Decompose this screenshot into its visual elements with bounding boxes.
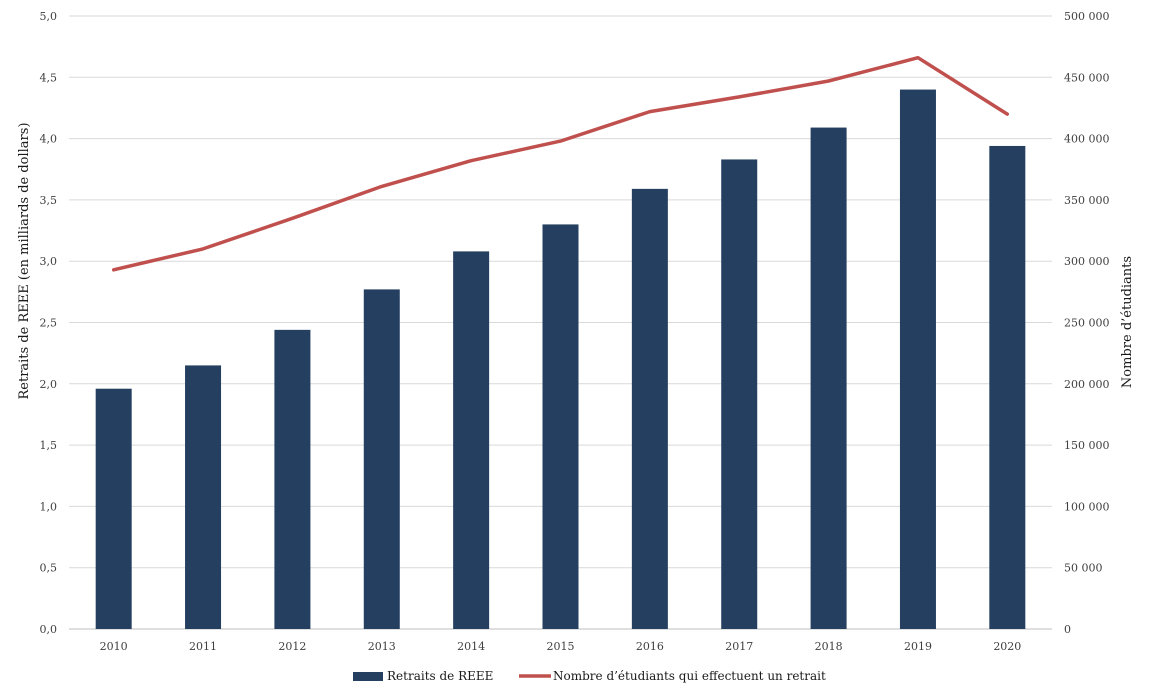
x-tick-label: 2020 [993,640,1021,653]
x-tick-label: 2012 [278,640,306,653]
left-axis-ticks: 0,0 0,5 1,0 1,5 2,0 2,5 3,0 3,5 4,0 4,5 5,0 [40,10,58,636]
line-series [111,55,1010,272]
x-axis-ticks: 2010 2011 2012 2013 2014 2015 2016 2017 2018 2019… [100,640,1022,653]
right-tick-label: 100 000 [1064,500,1110,513]
legend-swatch-bars [353,672,383,681]
x-tick-label: 2014 [457,640,485,653]
bar [95,388,132,629]
right-axis-title: Nombre d’étudiants [1120,256,1135,388]
right-tick-label: 400 000 [1064,133,1110,146]
right-tick-label: 300 000 [1064,255,1110,268]
left-tick-label: 4,5 [40,71,58,84]
right-tick-label: 450 000 [1064,71,1110,84]
bar [185,365,222,629]
bar [453,251,490,629]
right-tick-label: 250 000 [1064,317,1110,330]
series-line [111,55,1010,272]
right-tick-label: 150 000 [1064,439,1110,452]
right-tick-label: 0 [1064,623,1071,636]
x-tick-label: 2018 [815,640,843,653]
left-tick-label: 0,5 [40,562,58,575]
left-tick-label: 5,0 [40,10,58,23]
x-tick-label: 2019 [904,640,932,653]
x-tick-label: 2013 [368,640,396,653]
x-tick-label: 2016 [636,640,664,653]
bar [810,127,847,629]
left-tick-label: 2,5 [40,317,58,330]
right-tick-label: 50 000 [1064,562,1103,575]
x-tick-label: 2010 [100,640,128,653]
left-tick-label: 0,0 [40,623,58,636]
right-axis-ticks: 0 50 000 100 000 150 000 200 000 250 000 300 0… [1064,10,1110,636]
bar [721,159,758,629]
legend-label-line: Nombre d’étudiants qui effectuent un ret… [553,669,826,683]
legend: Retraits de REEE Nombre d’étudiants qui … [353,669,826,683]
left-axis-title: Retraits de REEE (en milliards de dollar… [17,122,32,399]
bar [363,289,400,629]
left-tick-label: 3,5 [40,194,58,207]
x-tick-label: 2017 [725,640,753,653]
left-tick-label: 1,0 [40,500,58,513]
x-tick-label: 2011 [189,640,217,653]
left-tick-label: 1,5 [40,439,58,452]
legend-label-bars: Retraits de REEE [387,669,493,683]
bar [989,145,1026,629]
right-tick-label: 200 000 [1064,378,1110,391]
left-tick-label: 3,0 [40,255,58,268]
left-tick-label: 4,0 [40,133,58,146]
x-tick-label: 2015 [547,640,575,653]
left-tick-label: 2,0 [40,378,58,391]
right-tick-label: 500 000 [1064,10,1110,23]
bar-series [95,89,1026,630]
bar [899,89,936,629]
bar [631,188,668,629]
right-tick-label: 350 000 [1064,194,1110,207]
bar [274,329,311,629]
bar [542,224,579,630]
